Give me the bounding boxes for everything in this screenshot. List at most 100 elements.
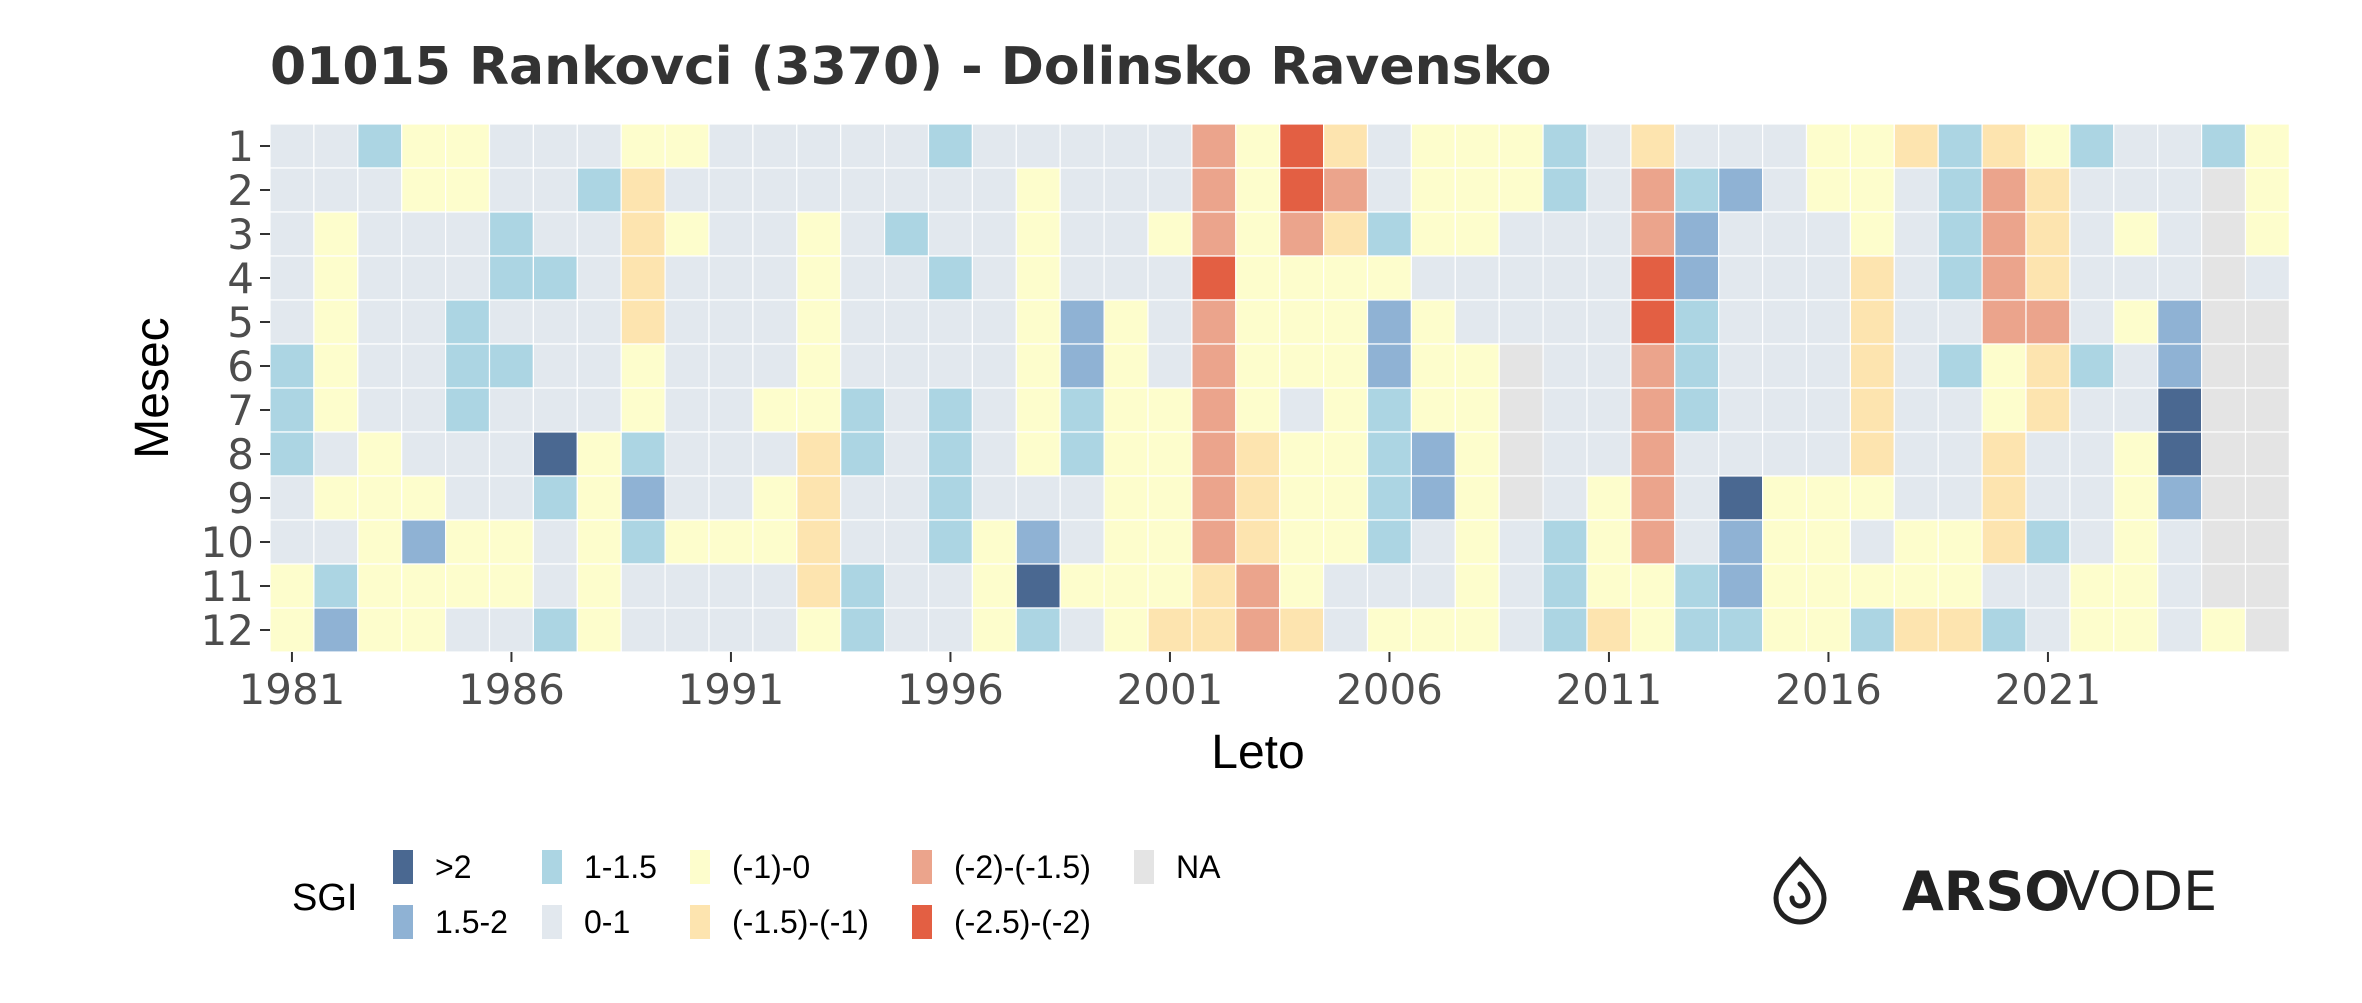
heatmap-cell: [576, 255, 622, 301]
heatmap-cell: [1718, 255, 1764, 301]
heatmap-cell: [1059, 387, 1105, 433]
heatmap-cell: [488, 299, 535, 345]
heatmap-cell: [1015, 211, 1061, 257]
heatmap-cell: [708, 299, 754, 345]
legend-swatch: [912, 905, 932, 939]
heatmap-cell: [532, 387, 578, 433]
heatmap-cell: [313, 167, 359, 213]
heatmap-cell: [2113, 387, 2159, 433]
heatmap-cell: [532, 607, 578, 653]
heatmap-cell: [1805, 167, 1852, 213]
heatmap-cell: [1322, 255, 1369, 301]
heatmap-cell: [576, 607, 622, 653]
heatmap-cell: [401, 123, 447, 169]
heatmap-cell: [488, 475, 535, 521]
heatmap-cells: [269, 123, 2291, 653]
heatmap-cell: [1235, 563, 1281, 609]
heatmap-cell: [2244, 255, 2291, 301]
legend-label: (-1.5)-(-1): [732, 904, 869, 940]
heatmap-cell: [664, 343, 710, 389]
heatmap-cell: [1542, 167, 1588, 213]
heatmap-cell: [708, 563, 754, 609]
heatmap-cell: [313, 211, 359, 257]
heatmap-cell: [1937, 475, 1983, 521]
heatmap-cell: [269, 211, 315, 257]
heatmap-cell: [269, 343, 315, 389]
heatmap-cell: [357, 563, 403, 609]
heatmap-cell: [1981, 343, 2027, 389]
heatmap-cell: [2244, 607, 2291, 653]
heatmap-cell: [357, 299, 403, 345]
heatmap-cell: [488, 255, 535, 301]
heatmap-cell: [1586, 519, 1632, 565]
heatmap-cell: [445, 167, 491, 213]
heatmap-cell: [488, 387, 535, 433]
heatmap-cell: [752, 255, 798, 301]
heatmap-cell: [269, 299, 315, 345]
heatmap-cell: [1586, 299, 1632, 345]
heatmap-cell: [1235, 519, 1281, 565]
heatmap-cell: [708, 475, 754, 521]
heatmap-cell: [2025, 387, 2071, 433]
heatmap-cell: [1718, 387, 1764, 433]
heatmap-cell: [620, 431, 666, 477]
heatmap-cell: [576, 431, 622, 477]
heatmap-cell: [532, 167, 578, 213]
heatmap-cell: [971, 607, 1017, 653]
heatmap-cell: [2069, 519, 2115, 565]
heatmap-cell: [2025, 167, 2071, 213]
heatmap-cell: [1279, 255, 1325, 301]
heatmap-cell: [620, 123, 666, 169]
heatmap-cell: [1674, 255, 1720, 301]
heatmap-cell: [1498, 255, 1544, 301]
heatmap-cell: [1410, 255, 1456, 301]
heatmap-cell: [1366, 431, 1413, 477]
heatmap-cell: [796, 123, 842, 169]
heatmap-cell: [796, 211, 842, 257]
x-tick-label: 1991: [678, 665, 785, 714]
heatmap-cell: [1015, 475, 1061, 521]
y-tick-label: 1: [227, 122, 254, 171]
heatmap-cell: [1849, 343, 1895, 389]
heatmap-cell: [1718, 211, 1764, 257]
heatmap-cell: [1849, 167, 1895, 213]
heatmap-cell: [752, 475, 798, 521]
heatmap-cell: [576, 475, 622, 521]
heatmap-cell: [488, 343, 535, 389]
heatmap-cell: [1981, 387, 2027, 433]
heatmap-cell: [664, 563, 710, 609]
heatmap-cell: [1761, 343, 1808, 389]
heatmap-cell: [1586, 475, 1632, 521]
heatmap-cell: [1147, 167, 1193, 213]
heatmap-cell: [1937, 387, 1983, 433]
heatmap-cell: [1630, 475, 1676, 521]
heatmap-cell: [1366, 167, 1413, 213]
heatmap-cell: [1059, 607, 1105, 653]
heatmap-cell: [883, 519, 930, 565]
y-tick-label: 6: [227, 342, 254, 391]
heatmap-cell: [1630, 123, 1676, 169]
heatmap-cell: [1498, 563, 1544, 609]
heatmap-cell: [2157, 255, 2203, 301]
heatmap-cell: [927, 299, 974, 345]
heatmap-cell: [1191, 211, 1237, 257]
heatmap-cell: [971, 255, 1017, 301]
heatmap-cell: [1937, 519, 1983, 565]
heatmap-cell: [532, 123, 578, 169]
heatmap-cell: [1630, 431, 1676, 477]
heatmap-cell: [1937, 167, 1983, 213]
heatmap-cell: [401, 431, 447, 477]
heatmap-cell: [1586, 123, 1632, 169]
heatmap-cell: [2157, 211, 2203, 257]
heatmap-cell: [1761, 563, 1808, 609]
heatmap-cell: [1630, 563, 1676, 609]
heatmap-cell: [1893, 299, 1939, 345]
heatmap-cell: [576, 563, 622, 609]
chart-title: 01015 Rankovci (3370) - Dolinsko Ravensk…: [270, 37, 1551, 97]
heatmap-cell: [2201, 167, 2247, 213]
heatmap-cell: [2025, 299, 2071, 345]
heatmap-cell: [2113, 343, 2159, 389]
heatmap-cell: [269, 123, 315, 169]
heatmap-cell: [1015, 519, 1061, 565]
heatmap-cell: [1586, 387, 1632, 433]
